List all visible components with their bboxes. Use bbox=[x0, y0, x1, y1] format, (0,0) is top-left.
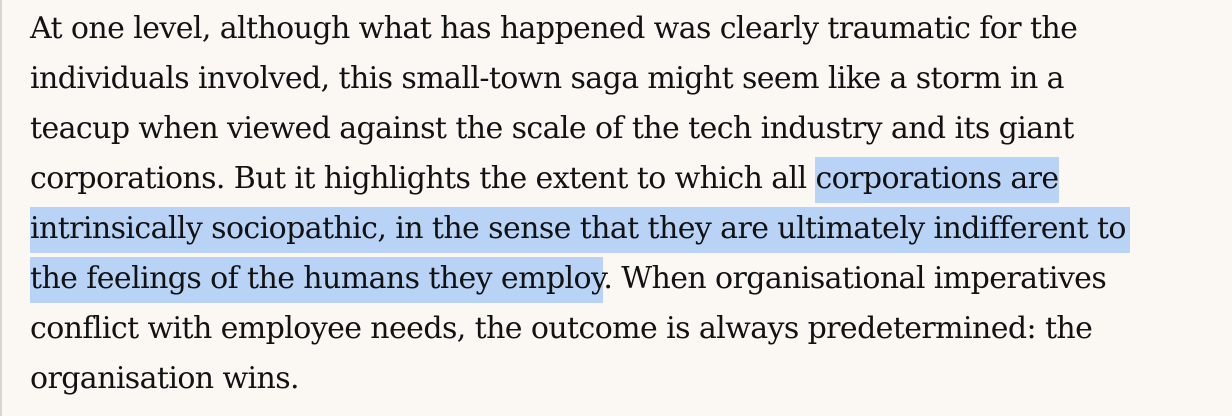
line-6-text: . When organisational imperatives bbox=[603, 261, 1107, 296]
selected-text-segment-3[interactable]: the feelings of the humans they employ bbox=[30, 257, 604, 303]
paragraph-line-1: At one level, although what has happened… bbox=[30, 11, 1078, 46]
paragraph-line-7: conflict with employee needs, the outcom… bbox=[30, 311, 1093, 346]
paragraph-line-5: intrinsically sociopathic, in the sense … bbox=[30, 204, 1232, 254]
line-4-text: corporations. But it highlights the exte… bbox=[30, 161, 816, 196]
selected-text-segment-2[interactable]: intrinsically sociopathic, in the sense … bbox=[30, 207, 1130, 253]
paragraph-line-2: individuals involved, this small-town sa… bbox=[30, 61, 1065, 96]
selected-text-segment-1[interactable]: corporations are bbox=[815, 157, 1059, 203]
paragraph-line-6: the feelings of the humans they employ. … bbox=[30, 254, 1232, 304]
paragraph-line-8: organisation wins. bbox=[30, 361, 300, 396]
paragraph-line-3: teacup when viewed against the scale of … bbox=[30, 111, 1074, 146]
article-paragraph[interactable]: At one level, although what has happened… bbox=[30, 4, 1232, 404]
paragraph-line-4: corporations. But it highlights the exte… bbox=[30, 154, 1232, 204]
